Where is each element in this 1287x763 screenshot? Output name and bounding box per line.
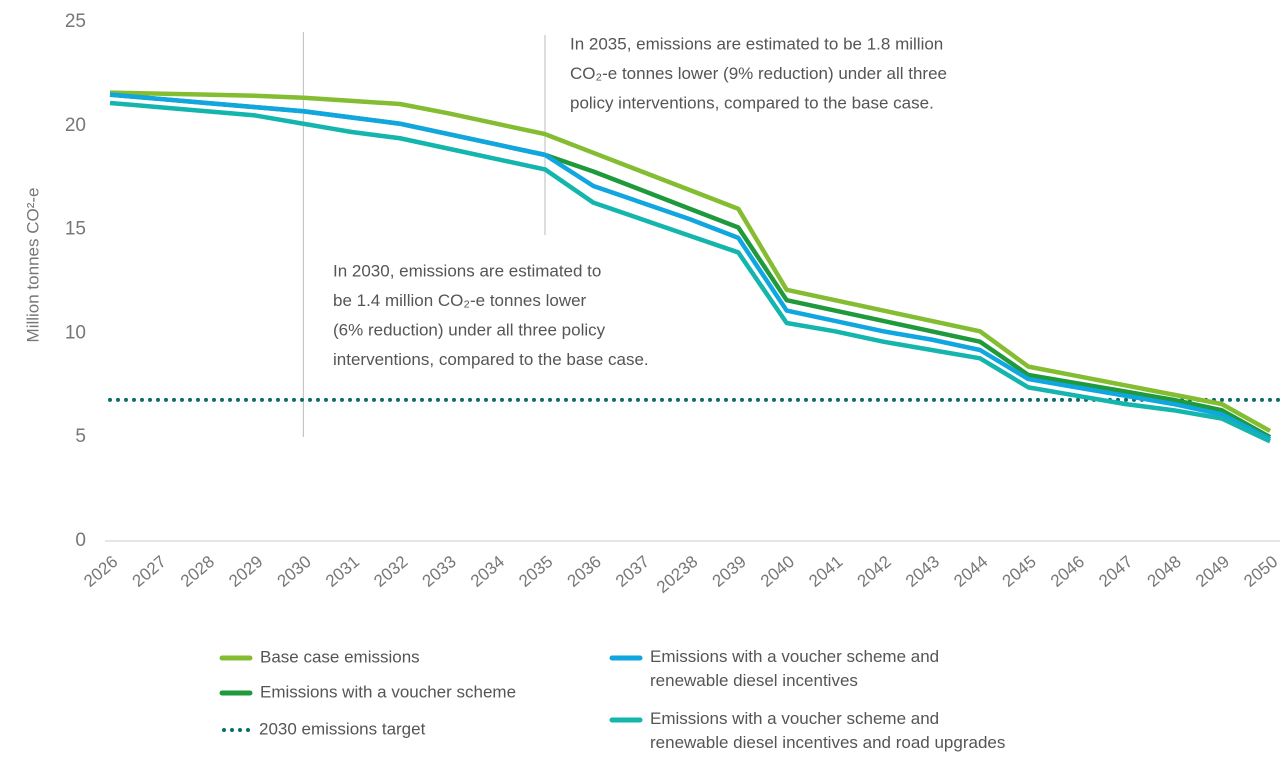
legend-label-line: renewable diesel incentives xyxy=(650,671,858,690)
x-tick-label: 2033 xyxy=(419,552,460,591)
series-line xyxy=(109,92,1272,442)
annotation-text: policy interventions, compared to the ba… xyxy=(570,93,934,112)
annotation-text: In 2030, emissions are estimated to xyxy=(333,261,601,280)
x-tick-label: 2028 xyxy=(177,552,218,591)
legend-label: Emissions with a voucher scheme xyxy=(260,682,516,701)
legend-label: Base case emissions xyxy=(260,647,420,666)
x-tick-label: 2030 xyxy=(274,552,315,591)
annotation-text: In 2035, emissions are estimated to be 1… xyxy=(570,34,943,53)
y-tick-label: 25 xyxy=(65,11,86,32)
y-tick-label: 5 xyxy=(75,426,86,447)
x-tick-label: 2047 xyxy=(1095,552,1136,591)
x-tick-label: 2039 xyxy=(709,552,750,591)
y-tick-label: 0 xyxy=(75,530,86,551)
x-tick-label: 2034 xyxy=(467,552,508,591)
x-tick-label: 2037 xyxy=(612,552,653,591)
x-tick-label: 2026 xyxy=(80,552,121,591)
x-tick-label: 2043 xyxy=(902,552,943,591)
series-line xyxy=(109,92,1272,440)
y-tick-label: 10 xyxy=(65,322,86,343)
annotation-text: interventions, compared to the base case… xyxy=(333,350,649,369)
series-line xyxy=(109,90,1272,433)
annotation-text: CO₂-e tonnes lower (9% reduction) under … xyxy=(570,64,947,83)
x-tick-label: 2046 xyxy=(1047,552,1088,591)
x-tick-label: 20238 xyxy=(653,552,701,597)
x-tick-label: 2040 xyxy=(757,552,798,591)
y-tick-label: 20 xyxy=(65,115,86,136)
x-tick-label: 2042 xyxy=(854,552,895,591)
legend-label-line: renewable diesel incentives and road upg… xyxy=(650,733,1005,752)
legend-label: Emissions with a voucher scheme and renew… xyxy=(650,709,1005,752)
y-tick-label: 15 xyxy=(65,219,86,240)
series-line xyxy=(109,100,1271,444)
x-tick-label: 2045 xyxy=(999,552,1040,591)
x-tick-label: 2041 xyxy=(805,552,846,591)
legend-label-line: Emissions with a voucher scheme and xyxy=(650,647,939,666)
legend-label: 2030 emissions target xyxy=(259,719,426,738)
x-tick-label: 2029 xyxy=(225,552,266,591)
x-tick-label: 2048 xyxy=(1144,552,1185,591)
x-tick-label: 2044 xyxy=(950,552,991,591)
x-tick-label: 2050 xyxy=(1240,552,1281,591)
annotation-text: be 1.4 million CO₂-e tonnes lower xyxy=(333,291,587,310)
x-tick-label: 2036 xyxy=(564,552,605,591)
legend-label-line: Emissions with a voucher scheme and xyxy=(650,709,939,728)
x-tick-label: 2027 xyxy=(129,552,170,591)
annotation-text: (6% reduction) under all three policy xyxy=(333,320,606,339)
x-tick-label: 2031 xyxy=(322,552,363,591)
x-tick-label: 2035 xyxy=(515,552,556,591)
x-tick-label: 2049 xyxy=(1192,552,1233,591)
x-tick-label: 2032 xyxy=(370,552,411,591)
y-axis-title: Million tonnes CO²-e xyxy=(23,188,42,343)
legend-label: Emissions with a voucher scheme and renew… xyxy=(650,647,939,690)
